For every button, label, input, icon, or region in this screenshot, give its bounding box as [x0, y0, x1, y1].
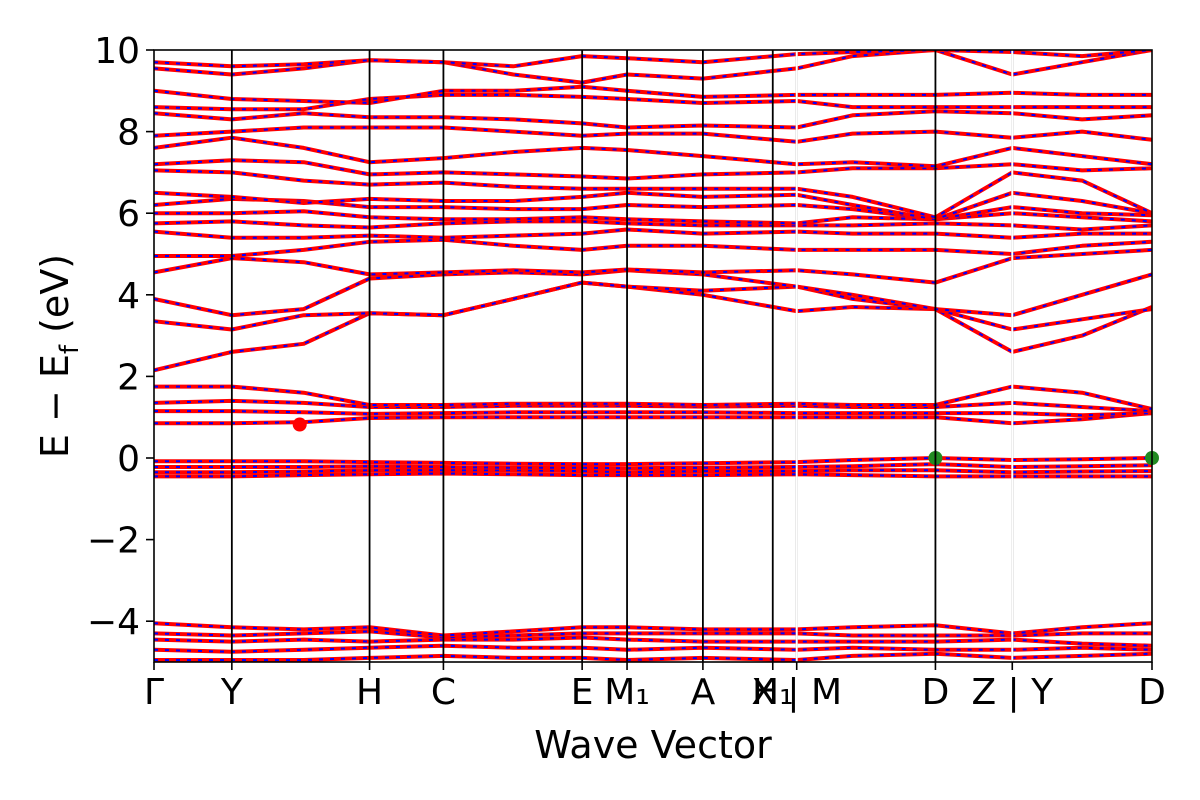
x-axis-ticks: Γ Y H C E M₁ A H₁X | M D Z | Y D	[144, 662, 1166, 713]
y-tick-label: 10	[94, 31, 140, 72]
y-tick-label: −4	[87, 602, 140, 643]
y-tick-label: 0	[117, 439, 140, 480]
marker-point-0	[292, 417, 307, 432]
x-tick-label: X | M	[751, 672, 842, 713]
y-axis-label-unit: (eV)	[33, 254, 77, 345]
y-tick-label: 8	[117, 113, 140, 154]
x-tick-label: D	[1138, 672, 1166, 713]
band-line-15	[154, 268, 1152, 318]
y-axis-label: E − Ef (eV)	[33, 254, 85, 458]
x-tick-label: A	[691, 672, 716, 713]
y-tick-label: 2	[117, 357, 140, 398]
x-tick-label: H₁	[752, 672, 794, 713]
kpoint-lines	[230, 50, 1014, 662]
band-overlay-17	[154, 238, 1152, 257]
x-tick-label: D	[922, 672, 950, 713]
x-axis-label: Wave Vector	[534, 723, 772, 767]
y-tick-label: −2	[87, 521, 140, 562]
x-tick-label: Z | Y	[971, 672, 1054, 713]
x-tick-label: H	[356, 672, 383, 713]
y-tick-label: 4	[117, 276, 140, 317]
bands-layer	[154, 50, 1152, 662]
y-tick-label: 6	[117, 194, 140, 235]
x-tick-label: M₁	[604, 672, 650, 713]
x-tick-label: E	[571, 672, 594, 713]
band-line-2	[154, 635, 1152, 648]
y-axis-ticks: −4 −2 0 2 4 6 8 10	[87, 31, 154, 643]
segment-gap-1	[1011, 50, 1014, 662]
band-line-26	[154, 125, 1152, 144]
y-axis-label-main: E − E	[33, 354, 77, 458]
y-axis-label-sub: f	[55, 344, 85, 354]
x-tick-label: C	[431, 672, 456, 713]
band-line-24	[154, 158, 1152, 181]
plot-frame	[153, 49, 1153, 663]
x-tick-label: Γ	[144, 672, 164, 713]
x-tick-label: Y	[220, 672, 244, 713]
band-line-14	[154, 280, 1152, 332]
band-line-12	[154, 384, 1152, 411]
band-line-1	[154, 643, 1152, 654]
segment-gap-0	[795, 50, 798, 662]
